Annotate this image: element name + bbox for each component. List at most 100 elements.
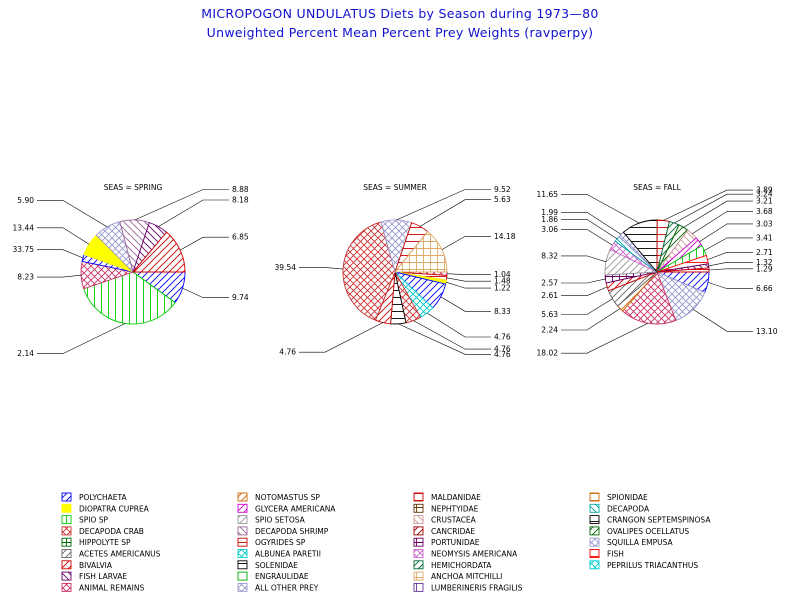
leader-line <box>134 189 229 221</box>
leader-line <box>398 323 491 355</box>
leader-line <box>441 236 491 250</box>
leader-line <box>37 200 108 228</box>
legend-label: CRANGON SEPTEMSPINOSA <box>607 516 711 525</box>
legend-label: SQUILLA EMPUSA <box>607 538 674 547</box>
legend-swatch <box>237 571 248 581</box>
leader-line <box>37 227 90 245</box>
legend-item: FISH LARVAE <box>61 571 127 581</box>
legend-label: SOLENIDAE <box>255 561 298 570</box>
legend-item: ACETES AMERICANUS <box>61 549 161 559</box>
slice-label: 11.65 <box>537 190 559 199</box>
legend-item: NOTOMASTUS SP <box>237 492 320 502</box>
slice-label: 1.99 <box>541 208 558 217</box>
slice-label: 2.71 <box>756 248 773 257</box>
legend-swatch <box>413 537 424 547</box>
legend-swatch <box>589 526 600 536</box>
slice-label: 8.88 <box>232 185 249 194</box>
slice-label: 4.76 <box>279 348 296 357</box>
slice-label: 4.76 <box>494 333 511 342</box>
legend-item: OGYRIDES SP <box>237 537 306 547</box>
legend-item: CANCRIDAE <box>413 526 475 536</box>
legend-label: ANIMAL REMAINS <box>79 583 144 592</box>
legend-swatch <box>61 526 72 536</box>
leader-line <box>180 236 229 251</box>
slice-label: 2.14 <box>17 349 34 358</box>
legend-swatch <box>237 503 248 513</box>
leader-line <box>299 322 384 353</box>
legend-item: CRANGON SEPTEMSPINOSA <box>589 515 711 525</box>
slice-label: 8.33 <box>494 307 511 316</box>
legend-swatch <box>413 560 424 570</box>
legend-label: HEMICHORDATA <box>431 561 492 570</box>
leader-line <box>683 200 753 228</box>
slice-label: 8.23 <box>17 273 34 282</box>
legend-swatch <box>413 503 424 513</box>
legend-item: DECAPODA SHRIMP <box>237 526 329 536</box>
legend-item: ANCHOA MITCHILLI <box>413 571 502 581</box>
legend-label: ACETES AMERICANUS <box>79 550 161 559</box>
pie-2: SEAS = SUMMER1.041.481.228.334.764.764.7… <box>275 183 516 359</box>
legend-swatch <box>589 560 600 570</box>
legend-label: ALL OTHER PREY <box>255 583 319 592</box>
legend-label: DECAPODA SHRIMP <box>255 527 329 536</box>
legend-label: ANCHOA MITCHILLI <box>431 572 502 581</box>
pie-3: SEAS = FALL 6.66 13.10 18.02 2.24 5.63 2.61 2.5… <box>537 183 778 358</box>
legend-label: OVALIPES OCELLATUS <box>607 527 689 536</box>
leader-line <box>561 229 613 246</box>
slice-label: 6.85 <box>232 233 249 242</box>
legend-swatch <box>237 526 248 536</box>
legend-label: CANCRIDAE <box>431 527 475 536</box>
legend-item: NEOMYSIS AMERICANA <box>413 549 518 559</box>
legend-label: DECAPODA CRAB <box>79 527 144 536</box>
legend-label: LUMBERINERIS FRAGILIS <box>431 583 523 592</box>
legend-item: HIPPOLYTE SP <box>61 537 131 547</box>
legend-label: FISH <box>607 550 624 559</box>
legend-label: DIOPATRA CUPREA <box>79 504 150 513</box>
slice-label: 8.18 <box>232 196 249 205</box>
slice-label: 3.89 <box>756 186 773 195</box>
legend-swatch <box>589 515 600 525</box>
legend-swatch <box>413 526 424 536</box>
legend-item: MALDANIDAE <box>413 492 481 502</box>
legend-item: DIOPATRA CUPREA <box>61 503 150 513</box>
leader-line <box>692 211 753 235</box>
legend-label: SPIO SP <box>79 516 109 525</box>
leader-line <box>561 194 640 224</box>
legend-label: NEOMYSIS AMERICANA <box>431 550 518 559</box>
leader-line <box>663 189 753 221</box>
pie-title: SEAS = FALL <box>633 183 681 192</box>
legend-swatch <box>589 503 600 513</box>
leader-line <box>37 323 126 354</box>
legend-swatch <box>61 549 72 558</box>
slice-label: 18.02 <box>537 349 559 358</box>
slice-label: 3.03 <box>756 219 773 228</box>
slice-label: 1.29 <box>756 264 773 273</box>
legend-swatch <box>237 582 248 592</box>
pie-slice <box>621 271 677 325</box>
legend-swatch <box>61 571 72 581</box>
legend-label: ENGRAULIDAE <box>255 572 309 581</box>
legend-item: DECAPODA CRAB <box>61 526 144 536</box>
legend-swatch <box>61 515 72 525</box>
legend-swatch <box>61 537 72 547</box>
legend-swatch <box>61 560 72 570</box>
legend-item: SQUILLA EMPUSA <box>589 537 674 547</box>
leader-line <box>561 286 608 297</box>
legend-label: FISH LARVAE <box>79 572 127 581</box>
chart-title: MICROPOGON UNDULATUS Diets by Season dur… <box>201 6 599 21</box>
leader-line <box>419 199 491 227</box>
leader-line <box>699 223 753 242</box>
slice-label: 14.18 <box>494 232 516 241</box>
slice-label: 5.63 <box>541 310 558 319</box>
leader-line <box>445 281 491 289</box>
legend-swatch <box>589 537 600 547</box>
slice-label: 3.68 <box>756 207 773 216</box>
leader-line <box>440 296 491 312</box>
leader-line <box>299 267 344 270</box>
slice-label: 13.44 <box>13 223 35 232</box>
slice-label: 33.75 <box>13 245 35 254</box>
leader-line <box>413 320 491 350</box>
slice-label: 1.48 <box>494 277 511 286</box>
legend-swatch <box>589 549 600 558</box>
legend-label: NEPHTYIDAE <box>431 504 479 513</box>
